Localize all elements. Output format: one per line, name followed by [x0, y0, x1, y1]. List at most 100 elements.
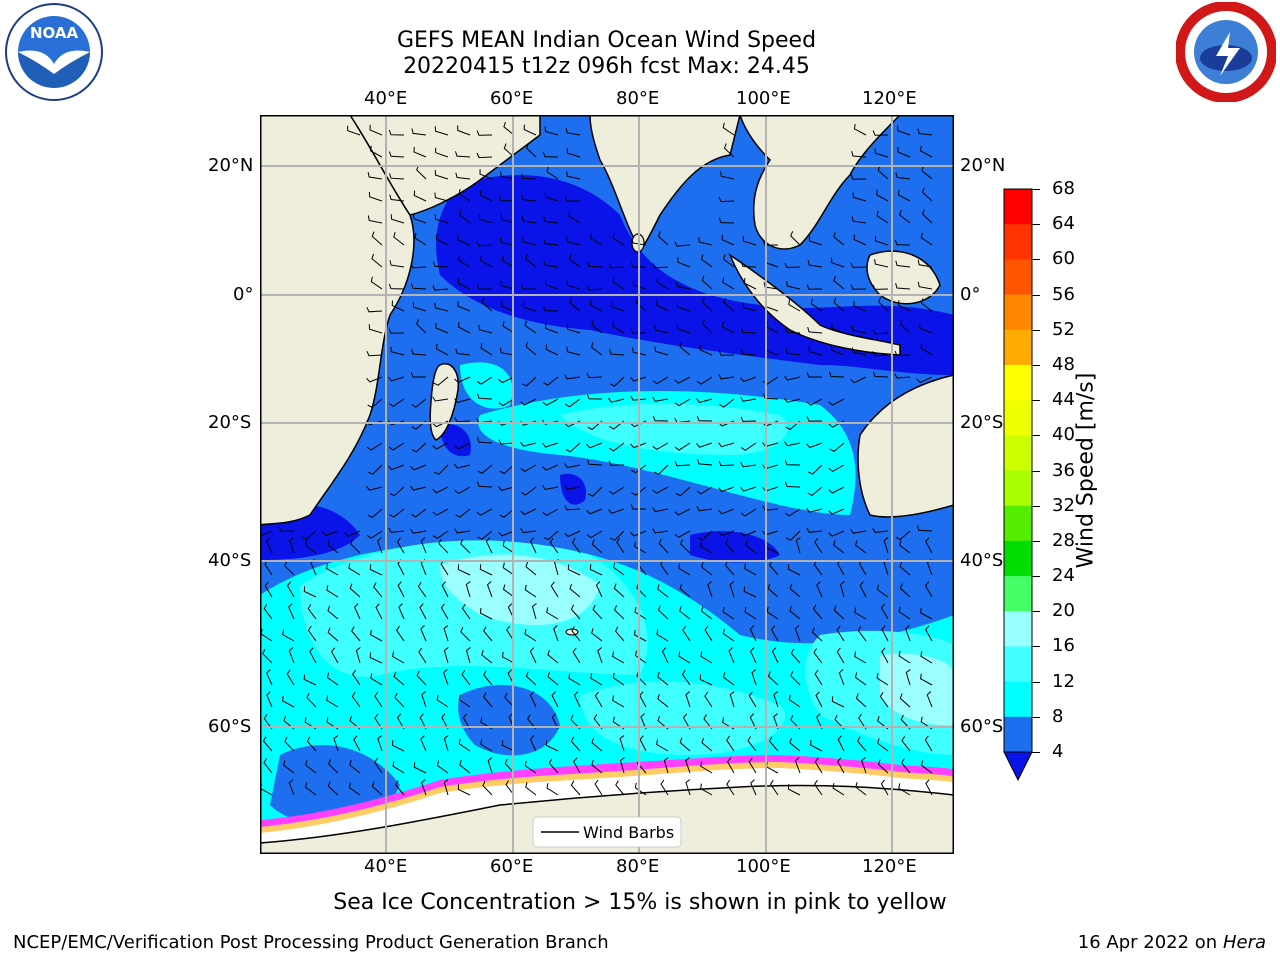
wind-barb — [368, 324, 383, 334]
wind-barb — [808, 235, 823, 246]
wind-barb — [748, 691, 757, 708]
wind-barb — [769, 779, 779, 796]
wind-barb — [678, 651, 691, 664]
wind-barb — [722, 628, 735, 642]
wind-barb — [767, 671, 779, 686]
wind-barb — [459, 759, 471, 774]
wind-barb — [263, 604, 273, 620]
wind-barb — [608, 486, 625, 495]
wind-barb — [307, 625, 317, 642]
wind-barb — [542, 305, 559, 312]
wind-barb — [874, 148, 889, 158]
wind-barb — [696, 398, 713, 404]
wind-barb — [718, 374, 735, 380]
wind-barb — [674, 376, 691, 384]
wind-barb — [454, 376, 471, 383]
wind-barb — [657, 231, 669, 246]
wind-barb — [389, 260, 405, 268]
wind-barb — [851, 216, 867, 224]
wind-barb — [771, 647, 779, 664]
wind-barb — [718, 350, 735, 356]
wind-barb — [790, 670, 801, 686]
wind-barb — [304, 540, 317, 554]
wind-barb — [480, 343, 493, 356]
wind-barb — [894, 373, 911, 379]
wind-barb — [634, 607, 647, 620]
colorbar-segment — [1004, 611, 1032, 647]
wind-barb — [520, 464, 537, 473]
wind-barb — [883, 537, 889, 554]
wind-barb — [524, 629, 537, 642]
wind-barb — [806, 284, 823, 290]
wind-barb — [441, 713, 449, 730]
noaa-logo: NOAA — [4, 2, 104, 102]
wind-barb — [436, 760, 449, 774]
wind-barb — [855, 782, 867, 796]
lat-label-left: 0° — [233, 284, 254, 305]
wind-barb — [368, 464, 383, 475]
wind-barb — [411, 128, 427, 136]
wind-barb — [630, 328, 647, 335]
wind-barb — [419, 603, 427, 620]
wind-barb — [806, 398, 823, 406]
wind-barb — [374, 713, 383, 730]
wind-barb — [807, 464, 823, 475]
colorbar-tick-label: 24 — [1052, 565, 1075, 587]
wind-barb — [283, 760, 295, 774]
wind-barb — [529, 735, 537, 752]
wind-barb — [926, 691, 933, 708]
wind-barb — [608, 262, 625, 269]
wind-barb — [435, 343, 449, 356]
wind-barb — [676, 323, 691, 334]
wind-barb — [502, 321, 515, 334]
wind-barb — [499, 171, 515, 180]
wind-barb — [457, 278, 471, 290]
wind-barb — [807, 486, 823, 496]
wind-barb — [322, 530, 339, 537]
wind-barb — [876, 673, 889, 686]
wind-barb — [652, 442, 669, 451]
wind-barb — [434, 192, 449, 202]
wind-barb — [309, 647, 317, 664]
lat-label-left: 20°S — [208, 412, 252, 433]
wind-barb — [351, 692, 361, 708]
wind-barb — [458, 694, 471, 708]
wind-barb — [700, 541, 713, 554]
wind-barb — [262, 649, 273, 664]
wind-barb — [920, 343, 933, 356]
wind-barb — [806, 507, 823, 513]
wind-barb — [833, 605, 845, 620]
wind-barb — [857, 626, 867, 642]
wind-barb — [499, 347, 515, 356]
australia-landmass — [857, 374, 954, 518]
wind-barb — [701, 297, 713, 312]
wind-barb — [897, 125, 911, 136]
wind-barb — [704, 625, 713, 642]
wind-barb — [656, 299, 669, 312]
wind-barb — [703, 714, 713, 730]
wind-barb — [895, 530, 911, 541]
wind-barb — [837, 735, 845, 752]
wind-barb — [369, 564, 383, 576]
wind-barb — [543, 216, 559, 224]
wind-barb — [328, 759, 339, 774]
lon-label-top: 80°E — [616, 88, 660, 109]
wind-barb — [921, 165, 933, 180]
wind-barb — [729, 691, 735, 708]
wind-barb — [905, 625, 911, 642]
wind-barb — [546, 783, 559, 796]
wind-barb — [465, 581, 471, 598]
wind-barb — [895, 260, 911, 268]
wind-barb — [828, 398, 845, 406]
wind-barb — [874, 259, 889, 268]
wind-barb — [477, 464, 493, 475]
wind-barb — [307, 604, 317, 620]
wind-barb — [461, 670, 471, 686]
wind-barb — [523, 124, 537, 136]
colorbar-tick — [1032, 259, 1040, 261]
wind-barb — [388, 464, 405, 471]
colorbar-tick-label: 60 — [1052, 248, 1075, 270]
wind-barb — [631, 464, 647, 474]
wind-barb — [282, 695, 295, 708]
speed-band-12-16-south — [580, 681, 786, 755]
